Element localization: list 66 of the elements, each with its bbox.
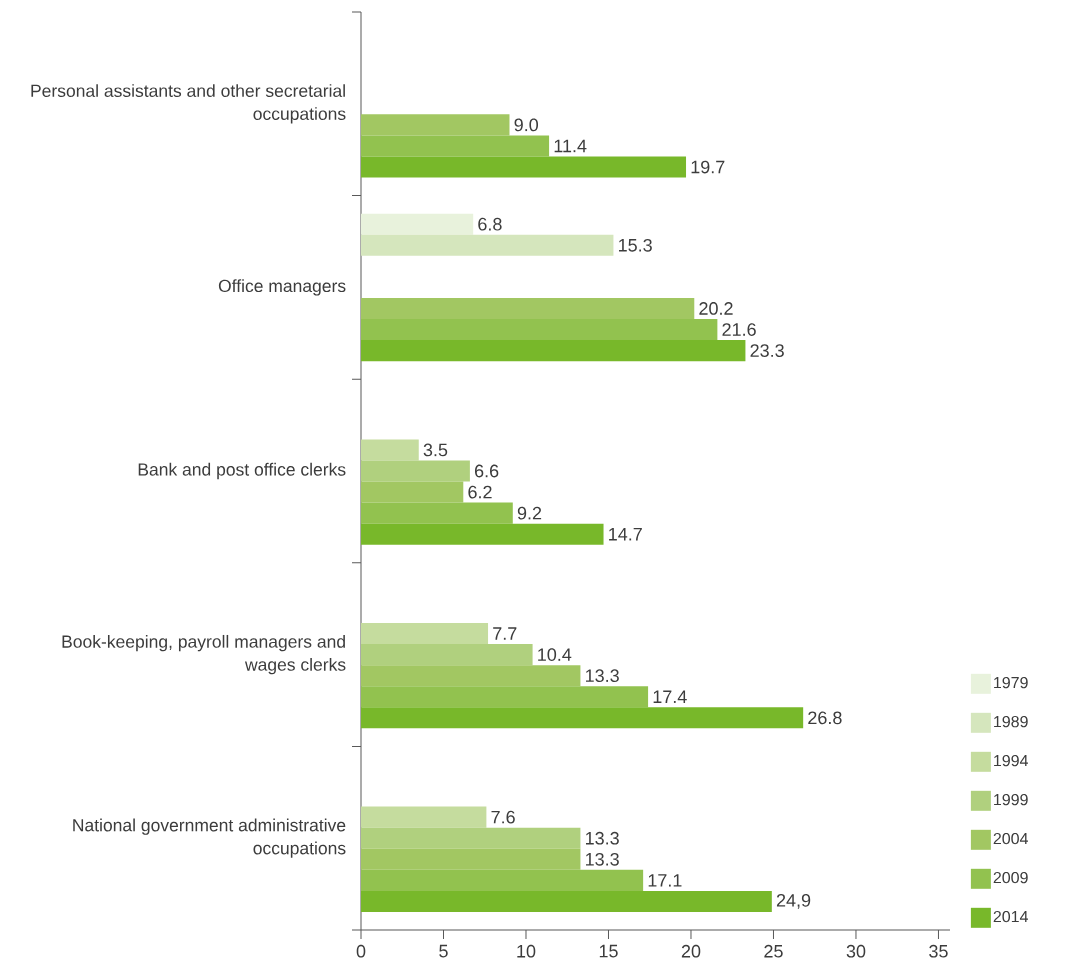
data-label: 13.3 — [586, 669, 619, 683]
bar — [361, 460, 470, 482]
legend-label: 2009 — [993, 871, 1028, 884]
data-label: 23.3 — [750, 344, 784, 357]
data-label: 6.8 — [478, 217, 502, 231]
x-tick-label: 5 — [439, 944, 448, 958]
data-label: 3.5 — [423, 443, 448, 457]
x-tick-label: 35 — [929, 944, 948, 958]
legend-label: 1994 — [994, 754, 1028, 767]
data-label: 9.2 — [517, 506, 542, 520]
legend-label: 1989 — [994, 715, 1028, 728]
data-label: 11.4 — [554, 139, 587, 153]
legend-label: 1999 — [994, 793, 1028, 806]
data-label: 26.8 — [808, 711, 842, 725]
bar — [361, 213, 474, 235]
bar — [361, 502, 513, 524]
data-label: 6.2 — [468, 485, 492, 499]
x-tick-label: 10 — [517, 944, 536, 958]
x-tick-label: 20 — [681, 944, 701, 958]
data-label: 24,9 — [776, 893, 811, 909]
bar — [361, 319, 718, 341]
bar — [361, 644, 533, 666]
bar — [361, 806, 487, 828]
data-label: 14.7 — [609, 528, 642, 541]
bar — [361, 340, 746, 362]
bar — [361, 439, 419, 461]
bar — [361, 686, 649, 708]
bar — [361, 890, 772, 912]
bar — [361, 869, 644, 891]
data-label: 17.1 — [648, 874, 682, 887]
y-tick-label: Bank and post office clerks — [138, 462, 346, 480]
data-label: 7.7 — [493, 627, 517, 640]
bar — [361, 665, 581, 687]
y-tick-label: Office managers — [218, 279, 346, 296]
legend-label: 2004 — [993, 832, 1028, 845]
data-label: 17.4 — [653, 690, 687, 703]
y-tick-label: National government administrative occupations — [73, 818, 346, 858]
bar — [361, 827, 581, 849]
bar — [361, 234, 614, 256]
data-label: 21.6 — [722, 323, 756, 336]
y-tick-label: Personal assistants and other secretarial occupations — [31, 84, 346, 124]
data-label: 15.3 — [619, 238, 652, 252]
bar — [361, 297, 695, 320]
bar — [361, 156, 687, 178]
y-tick-label: Book-keeping, payroll managers and wages clerks — [62, 634, 346, 675]
x-tick-label: 25 — [764, 944, 783, 958]
x-tick-label: 30 — [846, 944, 866, 958]
data-label: 13.3 — [586, 852, 619, 866]
legend-label: 2014 — [993, 910, 1028, 923]
bar — [361, 523, 604, 545]
bar — [361, 481, 464, 503]
data-label: 20.2 — [699, 302, 733, 315]
data-label: 10.4 — [538, 648, 572, 661]
data-label: 13.3 — [586, 831, 619, 845]
data-label: 7.6 — [491, 810, 515, 824]
bar — [361, 707, 804, 729]
data-label: 6.6 — [475, 464, 499, 478]
x-tick-label: 0 — [356, 944, 366, 958]
bar — [361, 114, 510, 136]
bar — [361, 623, 489, 645]
data-label: 9.0 — [514, 118, 539, 132]
x-tick-label: 15 — [599, 944, 618, 958]
data-label: 19.7 — [691, 160, 725, 174]
legend-label: 1979 — [994, 676, 1028, 689]
bar — [361, 848, 581, 870]
bar — [361, 135, 550, 157]
